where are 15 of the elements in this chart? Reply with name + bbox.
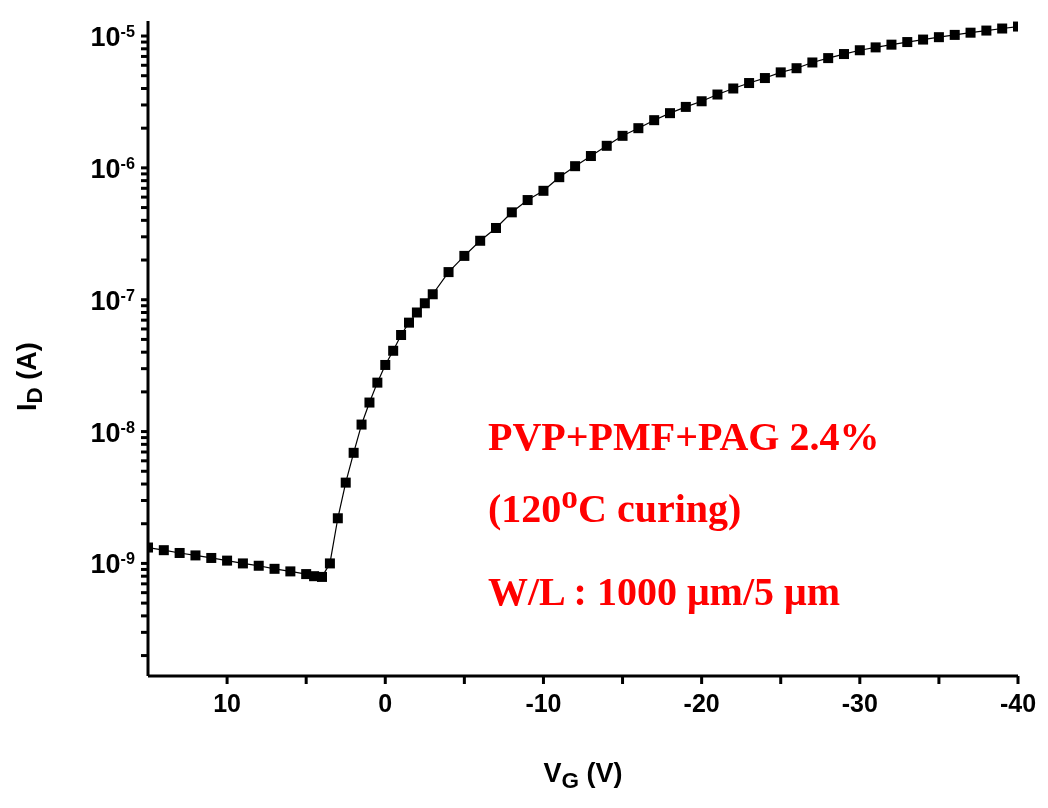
x-axis-title: V$_{G}$ (V) <box>542 758 624 795</box>
annotation: (120$^{o}$C curing) <box>488 478 742 533</box>
y-tick-label: 10$^{-7}$ <box>90 285 135 316</box>
y-tick-label: 10$^{-9}$ <box>90 549 135 580</box>
annotation: PVP+PMF+PAG 2.4% <box>488 413 880 460</box>
x-tick-label: -20 <box>683 689 720 717</box>
x-tick-label: -40 <box>999 689 1037 717</box>
y-tick-label: 10$^{-6}$ <box>90 153 135 184</box>
y-tick-label: 10$^{-8}$ <box>90 417 135 448</box>
x-tick-label: -10 <box>525 689 562 717</box>
x-tick-label: 10 <box>213 689 241 717</box>
y-tick-label: 10$^{-5}$ <box>90 22 135 53</box>
x-tick-label: 0 <box>378 689 393 717</box>
x-tick-label: -30 <box>841 689 878 717</box>
annotation: W/L : 1000 μm/5 μm <box>488 568 841 615</box>
